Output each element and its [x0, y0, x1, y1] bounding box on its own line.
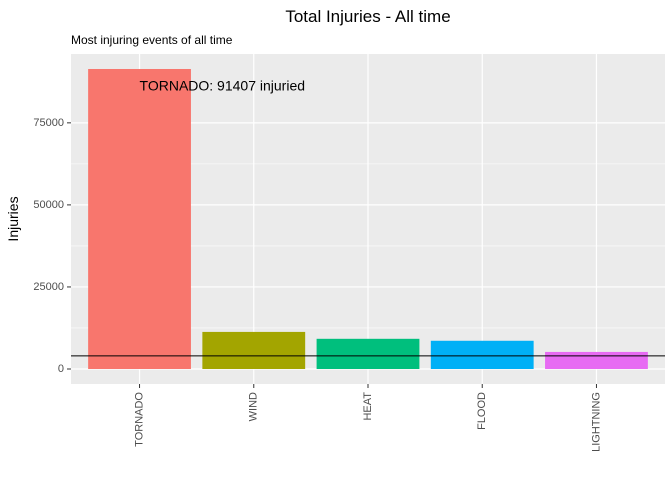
bars: [88, 68, 648, 370]
x-axis: TORNADO WIND HEAT FLOOD LIGHTNING: [133, 384, 602, 452]
x-tick-label: LIGHTNING: [590, 392, 602, 452]
x-tick-label: FLOOD: [476, 392, 488, 430]
bar-tornado: [88, 68, 191, 370]
chart-subtitle: Most injuring events of all time: [71, 33, 233, 47]
y-axis-label: Injuries: [5, 196, 21, 241]
bar-wind: [202, 331, 306, 370]
bar-heat: [316, 338, 420, 370]
bar-lightning: [545, 351, 648, 370]
chart-title: Total Injuries - All time: [285, 7, 450, 26]
annotation-group: TORNADO: 91407 injuried: [140, 77, 305, 93]
y-tick-label: 75000: [33, 117, 64, 129]
y-tick-label: 0: [58, 363, 64, 375]
bar-flood: [430, 340, 534, 370]
annotation-text: TORNADO: 91407 injuried: [140, 77, 305, 93]
x-tick-label: WIND: [248, 392, 260, 421]
y-tick-label: 25000: [33, 281, 64, 293]
x-tick-label: TORNADO: [133, 392, 145, 447]
y-axis: 0 25000 50000 75000: [33, 117, 71, 375]
x-tick-label: HEAT: [362, 392, 374, 421]
y-tick-label: 50000: [33, 199, 64, 211]
